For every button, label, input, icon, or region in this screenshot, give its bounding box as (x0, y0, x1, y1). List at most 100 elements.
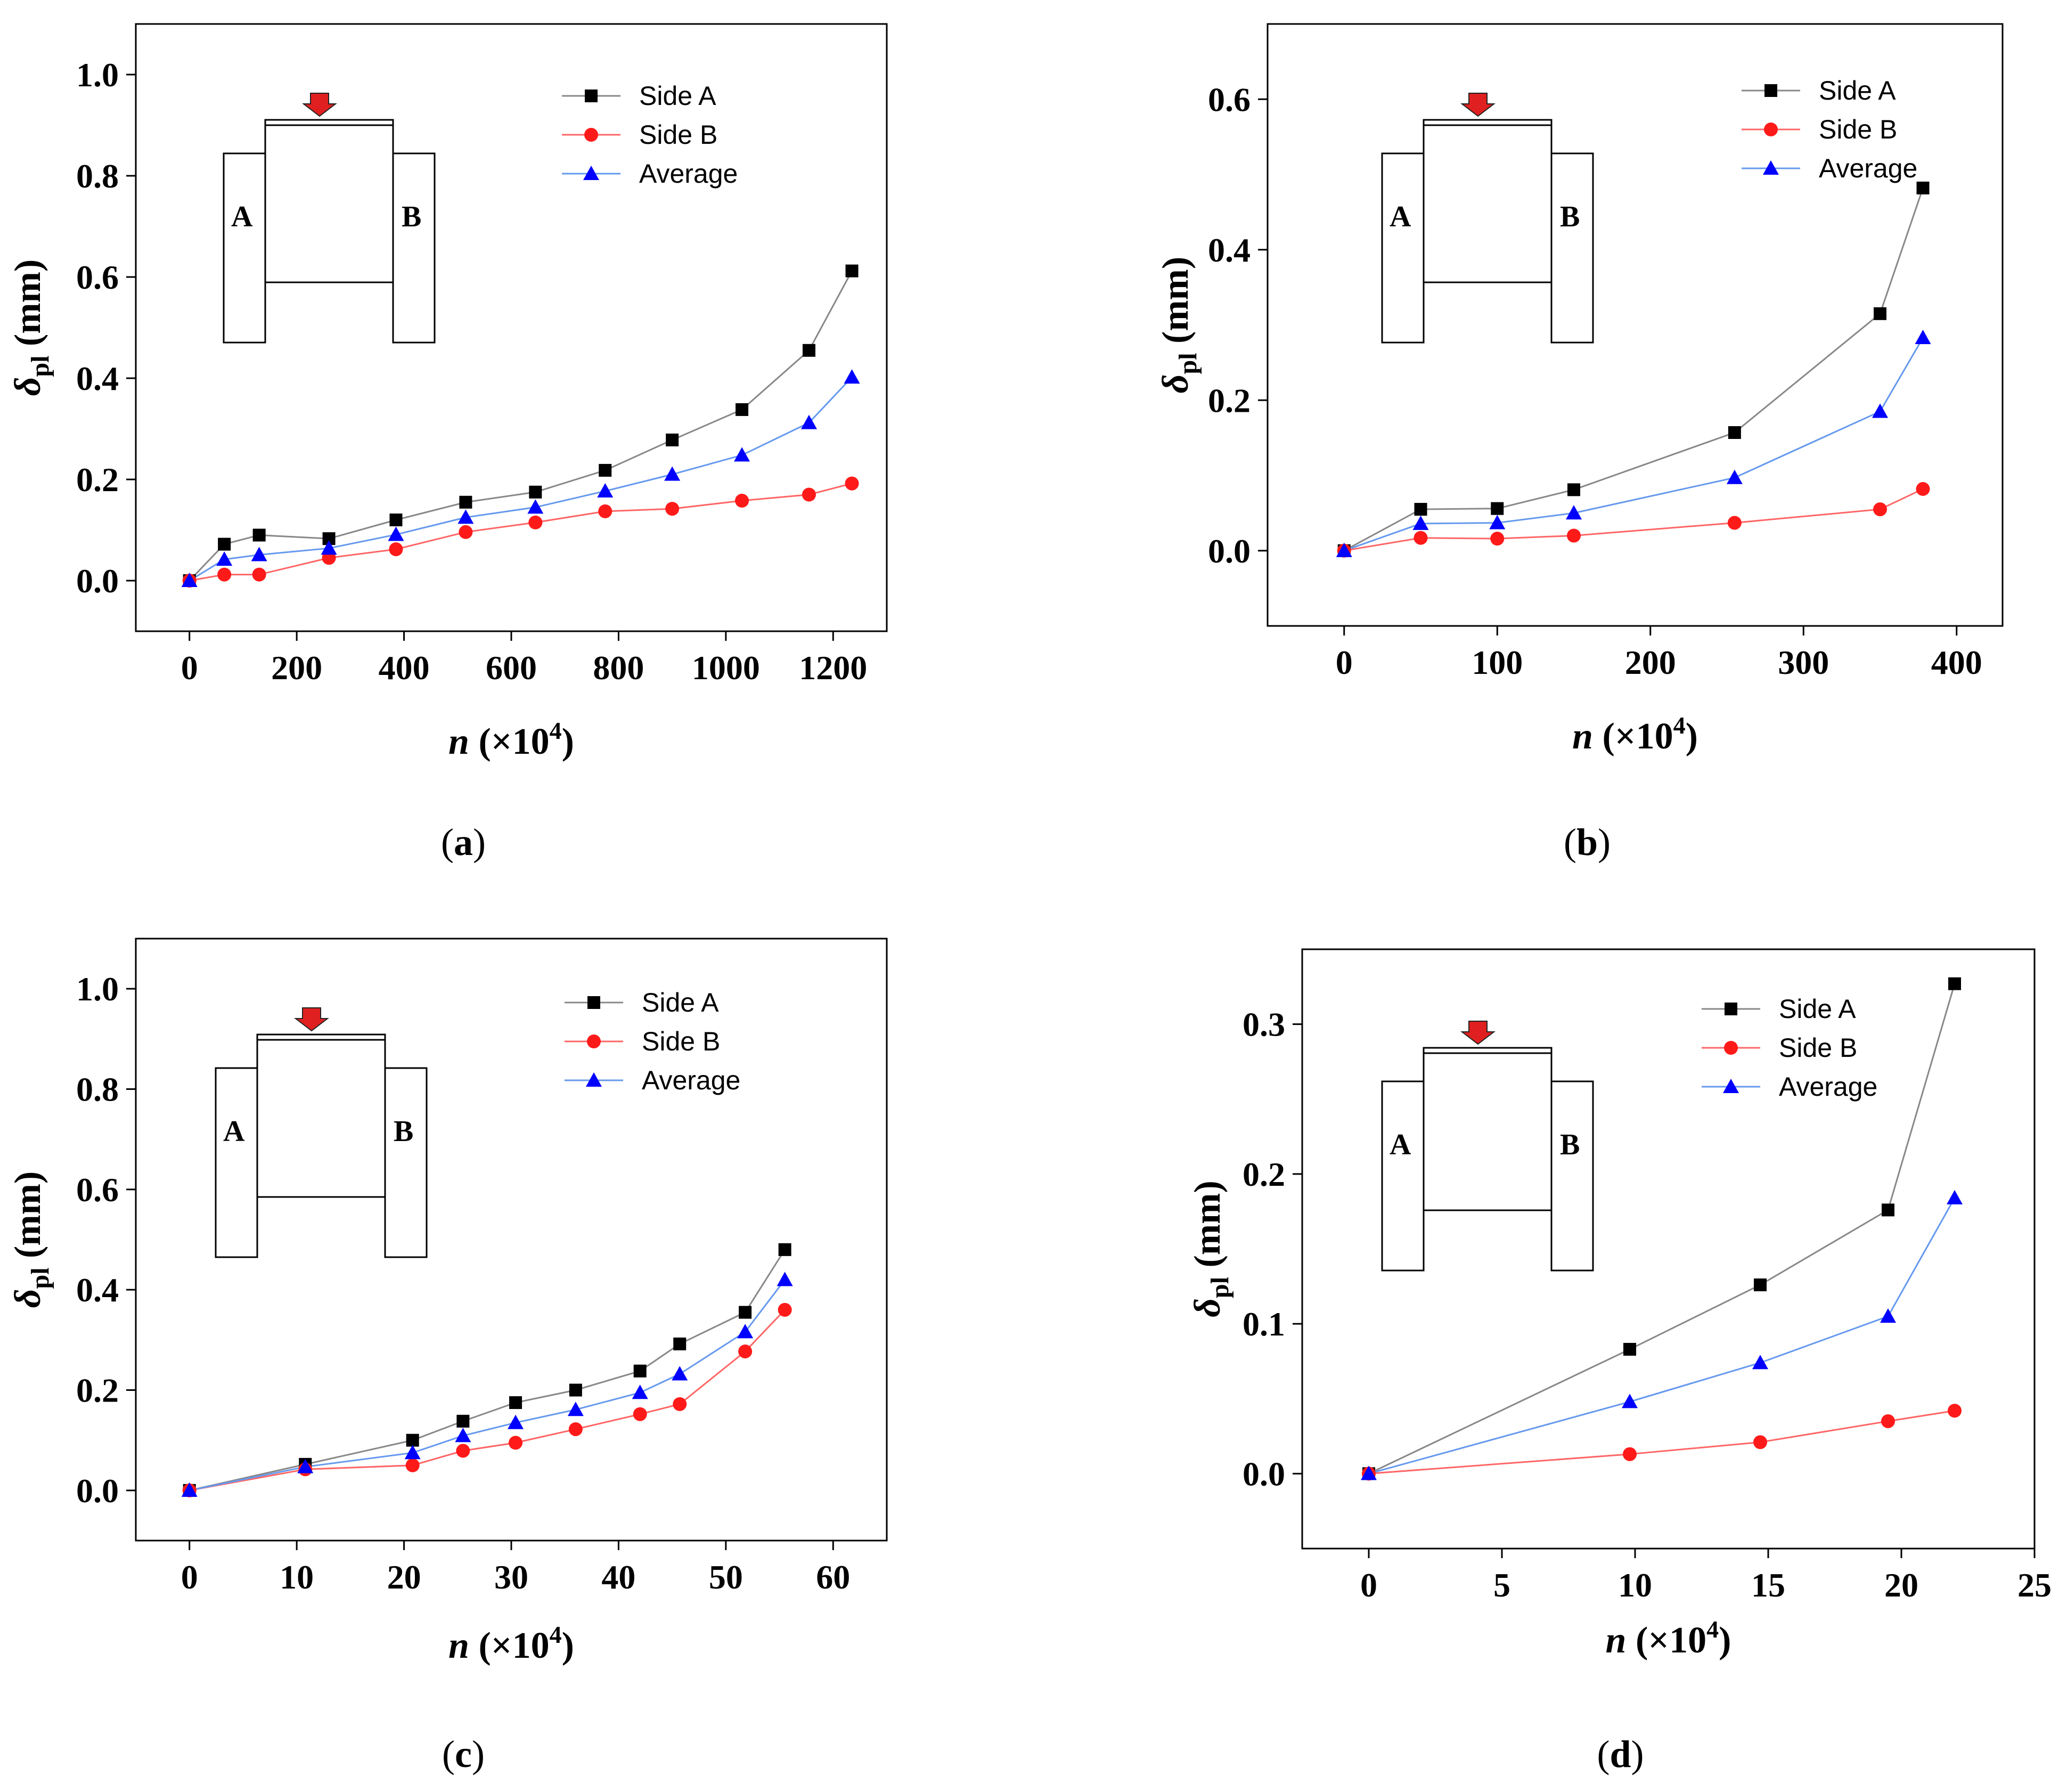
x-tick-label: 20 (1884, 1566, 1918, 1604)
plot-frame (135, 23, 888, 632)
data-point-average (455, 1428, 471, 1443)
x-tick-label: 25 (2017, 1566, 2052, 1604)
data-point-side-b (568, 1422, 583, 1436)
x-tick-label: 300 (1778, 644, 1829, 681)
x-tick-label: 0 (1336, 644, 1353, 681)
x-tick-label: 1000 (692, 649, 760, 687)
x-tick-label: 5 (1493, 1566, 1510, 1604)
inset-right-plate (384, 1067, 428, 1258)
series-line-side-a (189, 270, 853, 582)
y-tick-label: 0.4 (1208, 231, 1251, 269)
data-point-average (800, 414, 817, 429)
x-tick-label: 50 (709, 1558, 743, 1596)
chart-svg-c: 0 10 20 30 40 50 60 0.0 0.2 0.4 0.6 0.8 1.0 n (×104) δ… (7, 938, 888, 1775)
y-tick-label: 0.8 (76, 157, 119, 195)
data-point-average (1361, 1465, 1377, 1480)
series-line-side-a (1344, 188, 1924, 552)
data-point-side-b (389, 542, 403, 557)
load-arrow-icon (1460, 1021, 1496, 1045)
data-point-side-b (459, 525, 473, 539)
data-point-side-a (1874, 307, 1886, 320)
x-tick-label: 200 (271, 649, 322, 687)
chart-panel-d: 0 5 10 15 20 25 0.0 0.1 0.2 0.3 n (×104) δpl (mm) A B… (1033, 896, 2066, 1792)
data-point-average (251, 547, 267, 561)
panel-caption: (b) (1564, 821, 1611, 864)
inset-left-plate (215, 1067, 258, 1258)
legend-marker-side-a (587, 996, 600, 1009)
data-point-average (632, 1384, 648, 1399)
legend: Side A Side B Average (562, 81, 738, 189)
data-point-side-a (406, 1433, 419, 1447)
data-point-side-b (1881, 1414, 1895, 1428)
y-tick-label: 0.0 (1243, 1455, 1285, 1493)
chart-panel-a: 0 200 400 600 800 1000 1200 0.0 0.2 0.4 0.6 0.8 1.0 n… (0, 0, 1033, 896)
data-point-average (737, 1324, 754, 1339)
data-point-average (181, 1482, 198, 1497)
x-tick-label: 0 (181, 649, 198, 687)
plot-frame (1301, 948, 2036, 1550)
x-tick-label: 600 (486, 649, 537, 687)
inset-center-block (1423, 1047, 1553, 1211)
inset-label-b: B (402, 200, 421, 233)
data-point-side-b (665, 502, 680, 516)
data-point-average (597, 483, 614, 498)
inset-center-block (256, 1033, 386, 1198)
y-tick-label: 0.0 (76, 1472, 119, 1510)
data-point-average (777, 1272, 793, 1286)
y-tick-label: 1.0 (76, 56, 119, 94)
x-tick-label: 400 (1931, 644, 1982, 681)
x-tick-label: 15 (1751, 1566, 1785, 1604)
panel-caption: (d) (1597, 1733, 1644, 1775)
legend-label-average: Average (639, 159, 738, 189)
legend-marker-side-b (1764, 123, 1778, 136)
x-tick-label: 10 (280, 1558, 314, 1596)
load-arrow-icon (1460, 93, 1496, 117)
data-point-side-b (633, 1407, 647, 1421)
y-axis-title: δpl (mm) (7, 1171, 54, 1308)
chart-svg-b: 0 100 200 300 400 0.0 0.2 0.4 0.6 n (×104) δpl (mm… (1155, 23, 2004, 864)
data-point-average (1752, 1355, 1768, 1370)
legend-label-side-a: Side A (1779, 994, 1856, 1024)
legend-marker-average (586, 1072, 602, 1087)
series-line-side-b (1368, 1410, 1955, 1475)
y-tick-label: 0.3 (1243, 1006, 1285, 1044)
data-point-average (457, 509, 474, 524)
data-point-average (844, 369, 860, 384)
data-point-side-a (1948, 977, 1961, 990)
data-point-side-a (845, 264, 859, 278)
legend-label-side-b: Side B (639, 120, 717, 150)
legend: Side A Side B Average (565, 988, 740, 1095)
inset-label-b: B (1560, 1128, 1580, 1161)
data-point-side-b (738, 1344, 753, 1358)
x-tick-label: 100 (1472, 644, 1523, 681)
inset-left-plate (1381, 152, 1425, 344)
y-tick-label: 0.4 (76, 1271, 119, 1309)
legend-label-side-a: Side A (642, 988, 719, 1017)
data-point-side-b (1916, 482, 1930, 496)
data-point-side-a (529, 485, 542, 499)
legend-marker-side-a (1764, 84, 1777, 97)
legend-label-average: Average (642, 1065, 740, 1095)
data-point-side-a (633, 1364, 647, 1378)
data-point-side-b (509, 1436, 523, 1450)
plot-frame (135, 938, 888, 1542)
data-point-side-b (845, 476, 859, 491)
y-tick-label: 0.4 (76, 360, 119, 397)
data-point-side-a (389, 514, 403, 526)
x-axis-title: n (×104) (1572, 712, 1698, 757)
data-point-side-b (1623, 1447, 1637, 1461)
data-point-side-a (1916, 181, 1930, 194)
series-line-average (1344, 337, 1924, 552)
data-point-average (1915, 330, 1931, 345)
load-arrow-icon (294, 1007, 329, 1032)
x-tick-label: 0 (181, 1558, 198, 1596)
data-point-side-b (252, 567, 266, 582)
legend-marker-average (583, 166, 599, 180)
data-point-side-a (802, 344, 815, 357)
legend-marker-average (1763, 160, 1779, 175)
series-line-side-b (189, 1309, 786, 1492)
legend-label-side-b: Side B (642, 1027, 720, 1056)
legend-label-side-b: Side B (1779, 1033, 1857, 1063)
y-tick-label: 0.2 (1243, 1155, 1285, 1193)
